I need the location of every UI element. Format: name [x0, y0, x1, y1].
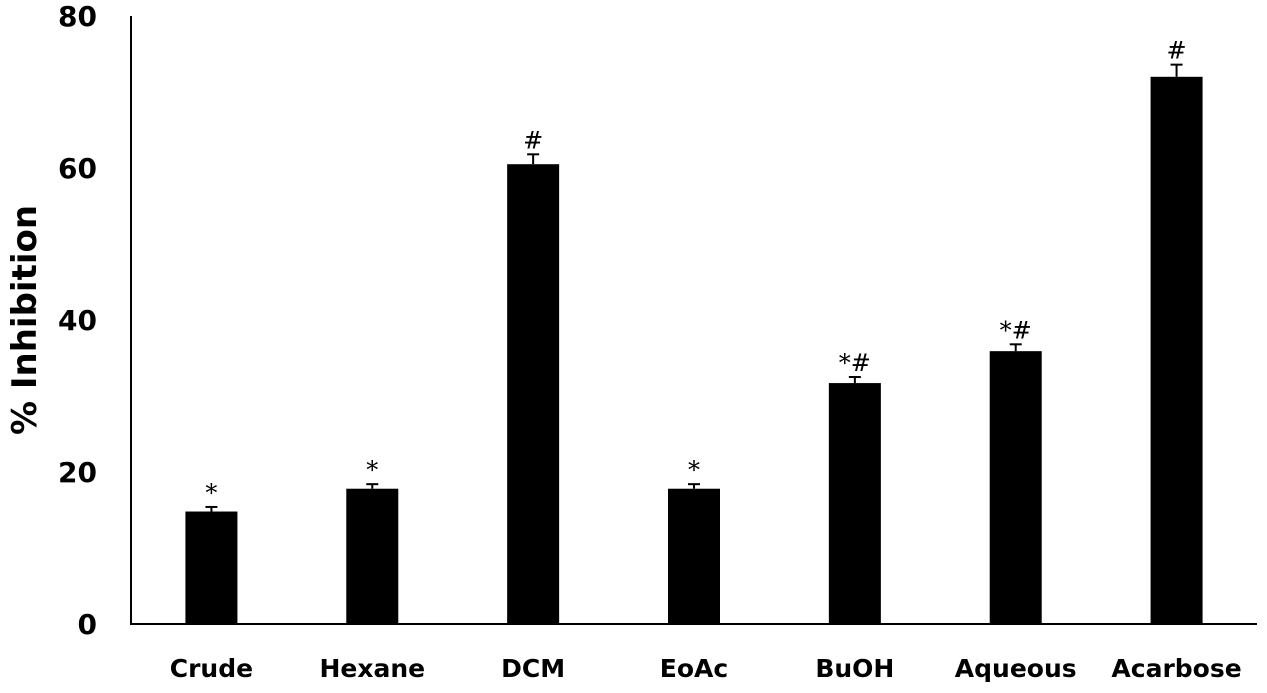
bar: [668, 488, 720, 624]
bars: [185, 76, 1203, 625]
category-label: EoAc: [660, 654, 728, 683]
category-label: Acarbose: [1111, 654, 1241, 683]
y-tick-labels: 0 20 40 60 80: [58, 0, 97, 641]
y-tick-label: 0: [78, 608, 97, 641]
y-tick-label: 20: [58, 456, 97, 489]
category-labels: Crude Hexane DCM EoAc BuOH Aqueous Acarbose: [170, 654, 1242, 683]
bar: [346, 488, 399, 624]
y-tick-label: 60: [58, 152, 97, 185]
category-label: DCM: [501, 654, 565, 683]
category-label: Hexane: [319, 654, 425, 683]
bar: [185, 511, 238, 624]
significance-marker: #: [1167, 37, 1187, 65]
significance-marker: *#: [839, 349, 871, 377]
bar: [828, 383, 881, 624]
bar: [1150, 76, 1203, 625]
category-label: Aqueous: [955, 654, 1077, 683]
significance-marker: *#: [1000, 316, 1032, 344]
significance-marker: *: [205, 479, 217, 507]
category-label: Crude: [170, 654, 253, 683]
significance-markers: **#**#*##: [205, 37, 1186, 507]
significance-marker: *: [688, 456, 700, 484]
y-tick-label: 80: [58, 0, 97, 33]
error-bars: [205, 63, 1183, 512]
y-axis-title: % Inhibition: [5, 205, 45, 435]
category-label: BuOH: [815, 654, 894, 683]
significance-marker: #: [523, 126, 543, 154]
y-tick-label: 40: [58, 304, 97, 337]
significance-marker: *: [366, 456, 378, 484]
bar: [507, 164, 560, 624]
bar: [989, 351, 1042, 624]
